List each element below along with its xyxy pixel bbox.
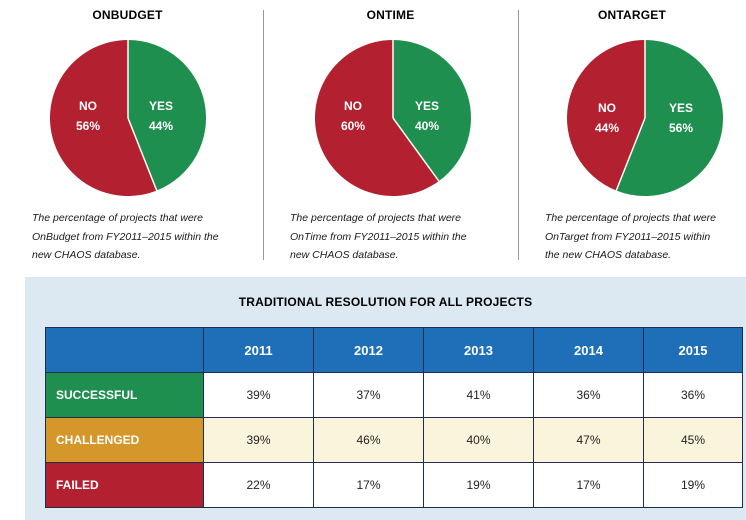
pie-caption: The percentage of projects that were OnB… <box>32 209 247 265</box>
pie-slice-yes <box>616 40 723 196</box>
column-header: 2015 <box>643 327 743 373</box>
caption-line: The percentage of projects that were <box>32 212 204 224</box>
table-title: TRADITIONAL RESOLUTION FOR ALL PROJECTS <box>238 295 533 309</box>
slice-label-yes: YES <box>669 101 693 115</box>
caption-line: the new CHAOS database. <box>545 249 672 261</box>
table-row-challenged: CHALLENGED 39% 46% 40% 47% 45% <box>45 417 743 463</box>
caption-line: OnBudget from FY2011–2015 within the <box>32 230 219 243</box>
slice-label-yes: YES <box>149 99 173 113</box>
table-cell: 19% <box>643 462 743 508</box>
table-cell: 47% <box>533 417 644 463</box>
row-header-failed: FAILED <box>45 462 204 508</box>
slice-value-no: 56% <box>76 119 100 133</box>
caption-line: new CHAOS database. <box>290 249 399 261</box>
column-header: 2014 <box>533 327 644 373</box>
pie-panel-ontarget: ONTARGET NO 44% YES 56% The percentage o… <box>518 0 746 270</box>
table-cell: 41% <box>423 372 534 418</box>
pie-title: ONTIME <box>366 8 415 22</box>
pie-slice-no <box>567 40 645 191</box>
column-header: 2012 <box>313 327 424 373</box>
slice-value-yes: 56% <box>669 121 693 135</box>
table-cell: 22% <box>203 462 314 508</box>
pie-panel-ontime: ONTIME NO 60% YES 40% The percentage of … <box>263 0 518 270</box>
pie-caption: The percentage of projects that were OnT… <box>545 209 745 265</box>
resolution-table: 2011 2012 2013 2014 2015 SUCCESSFUL 39% … <box>45 327 743 508</box>
caption-line: new CHAOS database. <box>32 249 141 261</box>
pie-chart-ontime: NO 60% YES 40% <box>315 40 471 196</box>
slice-label-no: NO <box>344 99 362 113</box>
pie-title: ONBUDGET <box>92 8 163 22</box>
pie-title: ONTARGET <box>597 8 667 22</box>
column-header: 2013 <box>423 327 534 373</box>
table-cell: 36% <box>533 372 644 418</box>
table-cell: 17% <box>313 462 424 508</box>
pie-chart-onbudget: NO 56% YES 44% <box>49 40 206 196</box>
table-cell: 36% <box>643 372 743 418</box>
panel-divider <box>518 10 519 260</box>
pie-divider-line <box>615 117 646 191</box>
slice-value-yes: 44% <box>149 119 173 133</box>
table-cell: 45% <box>643 417 743 463</box>
caption-line: OnTarget from FY2011–2015 within <box>545 230 711 243</box>
table-cell: 39% <box>203 372 314 418</box>
table-corner-cell <box>45 327 204 373</box>
pie-slice-no <box>315 40 439 196</box>
pie-panel-onbudget: ONBUDGET NO 56% YES 44% The percentage o… <box>0 0 255 270</box>
slice-value-yes: 40% <box>415 119 439 133</box>
table-row-successful: SUCCESSFUL 39% 37% 41% 36% 36% <box>45 372 743 418</box>
pie-divider-line <box>127 117 158 191</box>
table-cell: 17% <box>533 462 644 508</box>
table-cell: 46% <box>313 417 424 463</box>
caption-line: OnTime from FY2011–2015 within the <box>290 230 467 243</box>
table-cell: 39% <box>203 417 314 463</box>
table-cell: 37% <box>313 372 424 418</box>
caption-line: The percentage of projects that were <box>290 212 462 224</box>
slice-value-no: 44% <box>595 121 619 135</box>
pie-charts-section: ONBUDGET NO 56% YES 44% The percentage o… <box>0 0 746 270</box>
slice-label-no: NO <box>598 101 616 115</box>
pie-slice-no <box>49 40 157 196</box>
slice-label-yes: YES <box>415 99 439 113</box>
resolution-table-section: TRADITIONAL RESOLUTION FOR ALL PROJECTS … <box>25 277 746 520</box>
table-header-row: 2011 2012 2013 2014 2015 <box>45 327 743 373</box>
slice-value-no: 60% <box>341 119 365 133</box>
table-cell: 40% <box>423 417 534 463</box>
column-header: 2011 <box>203 327 314 373</box>
row-header-challenged: CHALLENGED <box>45 417 204 463</box>
pie-slice-yes <box>128 40 206 191</box>
pie-slice-yes <box>393 40 471 182</box>
pie-chart-ontarget: NO 44% YES 56% <box>567 40 723 196</box>
row-header-successful: SUCCESSFUL <box>45 372 204 418</box>
table-cell: 19% <box>423 462 534 508</box>
pie-caption: The percentage of projects that were OnT… <box>290 209 505 265</box>
caption-line: The percentage of projects that were <box>545 212 717 224</box>
panel-divider <box>263 10 264 260</box>
slice-label-no: NO <box>79 99 97 113</box>
pie-divider-line <box>392 117 440 182</box>
table-row-failed: FAILED 22% 17% 19% 17% 19% <box>45 462 743 508</box>
